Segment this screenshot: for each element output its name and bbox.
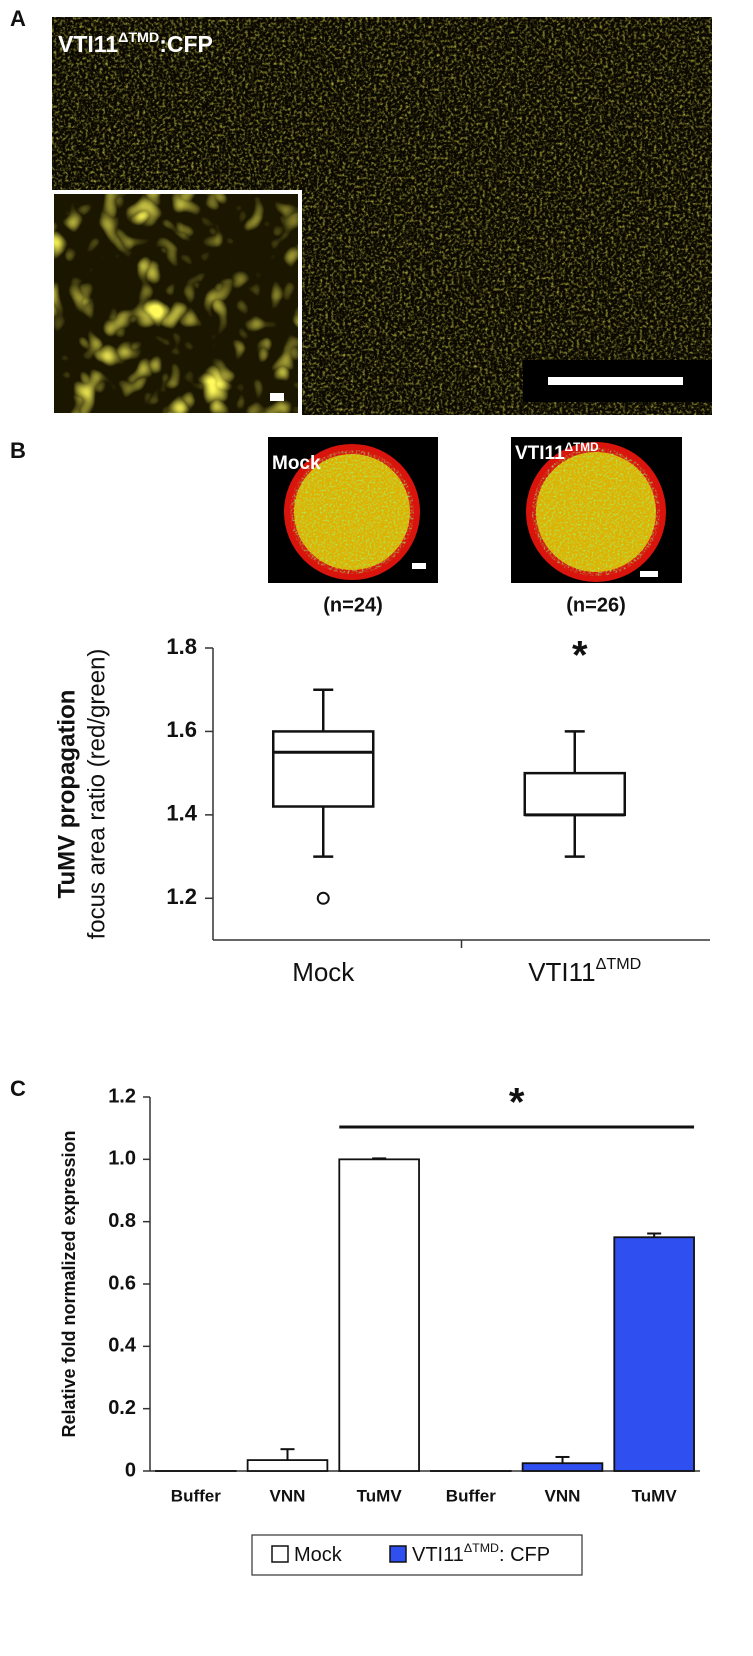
y-tick-label: 0.8	[108, 1210, 136, 1232]
y-tick-label: 1.8	[166, 634, 197, 659]
legend-label: Mock	[294, 1544, 343, 1566]
legend-label: VTI11ΔTMD: CFP	[412, 1541, 550, 1566]
box	[523, 771, 626, 817]
x-tick-label: Mock	[292, 957, 355, 987]
sample-size: (n=24)	[323, 594, 382, 616]
legend-label-part: VTI11	[412, 1544, 464, 1566]
image-scale-bar	[640, 571, 658, 577]
panel-label: B	[10, 438, 26, 463]
y-tick-label: 0.2	[108, 1397, 136, 1419]
bar	[338, 1158, 420, 1472]
inset-scale-bar	[270, 393, 284, 401]
y-axis-title: Relative fold normalized expression	[59, 1130, 79, 1437]
y-tick-label: 1.2	[108, 1085, 136, 1107]
x-tick-label: TuMV	[357, 1486, 403, 1505]
panel-label: C	[10, 1076, 26, 1101]
x-tick-label-part: VTI11	[528, 957, 595, 987]
y-tick-label: 0.6	[108, 1272, 136, 1294]
x-tick-label: VNN	[545, 1486, 581, 1505]
panel-label: A	[10, 6, 26, 31]
legend-label-sup: ΔTMD	[464, 1541, 499, 1555]
legend-swatch	[389, 1545, 407, 1563]
significance: *	[509, 1081, 525, 1125]
image-label: Mock	[272, 453, 321, 474]
micrograph-title-part: VTI11	[58, 31, 118, 57]
image-label-part: Mock	[272, 453, 321, 474]
y-tick-label: 1.0	[108, 1148, 136, 1170]
image-scale-bar	[412, 563, 426, 569]
y-tick-label: 1.4	[166, 801, 197, 826]
x-tick-label-part: Mock	[292, 957, 355, 987]
image-label-sup: ΔTMD	[565, 441, 599, 454]
y-tick-label: 1.6	[166, 717, 197, 742]
legend-swatch	[271, 1545, 289, 1563]
x-tick-label: TuMV	[632, 1486, 678, 1505]
y-axis-title: TuMV propagation	[53, 690, 80, 899]
y-tick-label: 0	[125, 1459, 136, 1481]
inset-signal	[54, 194, 298, 413]
image-label-part: VTI11	[515, 443, 565, 464]
box	[272, 730, 375, 808]
image-label: VTI11ΔTMD	[515, 441, 599, 464]
x-tick-label: Buffer	[171, 1486, 221, 1505]
x-tick-label: Buffer	[446, 1486, 496, 1505]
outlier	[316, 891, 330, 905]
bar	[521, 1462, 604, 1472]
significance: *	[572, 634, 588, 678]
legend-label-part: Mock	[294, 1544, 343, 1566]
y-tick-label: 1.2	[166, 884, 197, 909]
legend-label-part: : CFP	[499, 1544, 550, 1566]
focus-green	[532, 448, 660, 576]
x-tick-label: VNN	[270, 1486, 306, 1505]
x-tick-label: VTI11ΔTMD	[528, 955, 641, 987]
micrograph-title: VTI11ΔTMD:CFP	[58, 30, 213, 57]
y-tick-label: 0.4	[108, 1335, 137, 1357]
micrograph-title-part: :CFP	[159, 31, 213, 57]
bar	[613, 1236, 695, 1472]
y-axis-label: focus area ratio (red/green)	[83, 649, 110, 940]
micrograph-title-sup: ΔTMD	[118, 30, 159, 46]
focus-green	[290, 450, 414, 574]
legend-box	[251, 1534, 583, 1576]
x-tick-label-sup: ΔTMD	[596, 955, 642, 973]
scale-bar	[548, 377, 683, 385]
sample-size: (n=26)	[566, 594, 625, 616]
bar	[246, 1459, 329, 1472]
